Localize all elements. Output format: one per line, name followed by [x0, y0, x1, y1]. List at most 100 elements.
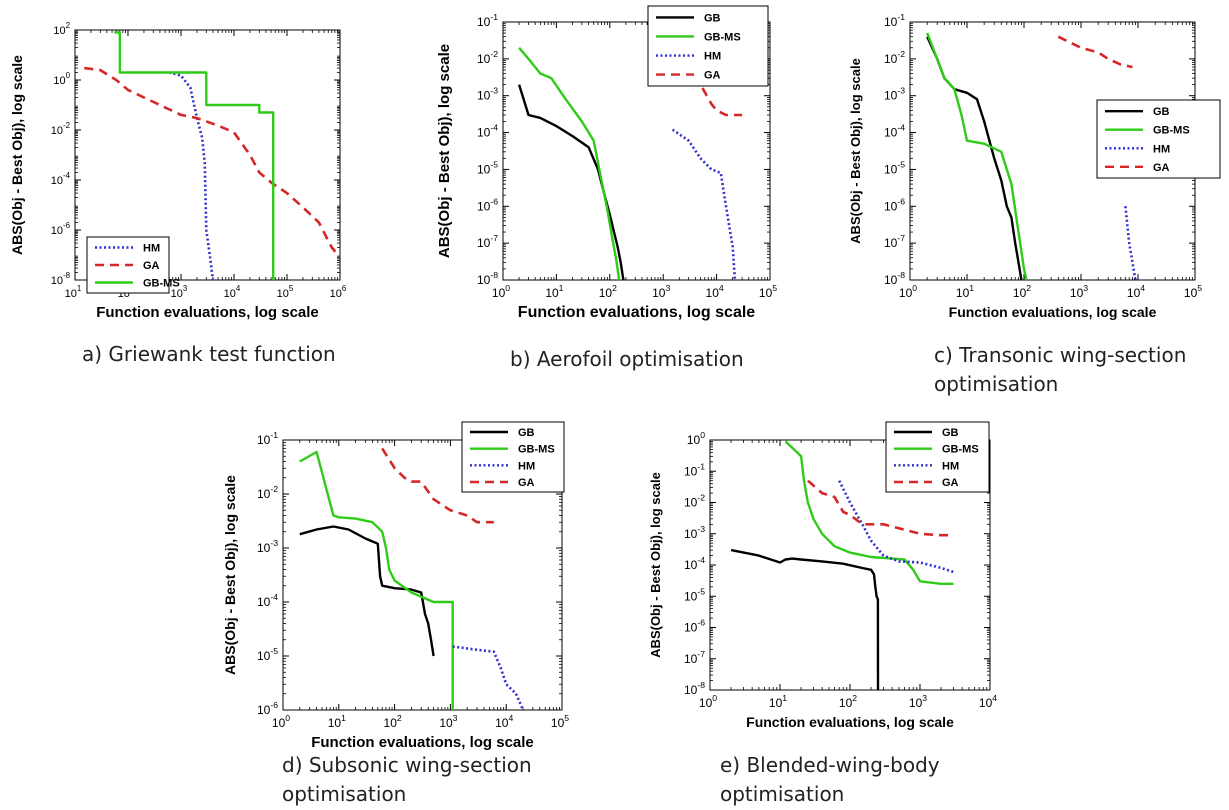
- panel-caption-line: a) Griewank test function: [82, 342, 336, 366]
- x-tick-label: 102: [599, 283, 617, 300]
- legend-label-gb-ms: GB-MS: [704, 31, 741, 43]
- series-line-hm: [671, 128, 737, 280]
- y-tick-exponent: -1: [897, 12, 905, 22]
- y-tick-label: 10-6: [684, 618, 705, 635]
- y-tick-base: 10: [477, 273, 491, 287]
- series-line-hm: [1124, 206, 1137, 280]
- y-tick-base: 10: [477, 126, 491, 140]
- legend-label-gb: GB: [518, 427, 535, 439]
- x-tick-label: 103: [909, 693, 927, 710]
- y-tick-exponent: -3: [697, 524, 705, 534]
- y-tick-label: 10-4: [884, 123, 905, 140]
- x-tick-label: 105: [1184, 283, 1202, 300]
- legend: GB GB-MS HM GA: [461, 421, 565, 493]
- y-tick-exponent: -7: [897, 233, 905, 243]
- y-tick-label: 100: [687, 430, 705, 447]
- x-tick-label: 101: [65, 284, 82, 300]
- legend: GB GB-MS HM GA: [1096, 99, 1221, 179]
- panel-caption: b) Aerofoil optimisation: [510, 345, 744, 374]
- y-tick-exponent: -6: [490, 196, 498, 206]
- y-tick-label: 10-3: [257, 538, 278, 555]
- y-tick-label: 10-6: [51, 221, 71, 237]
- y-tick-label: 10-7: [684, 649, 705, 666]
- legend-label-hm: HM: [942, 460, 959, 472]
- x-tick-label: 103: [652, 283, 670, 300]
- y-tick-label: 10-6: [477, 196, 498, 213]
- series-line-gb: [517, 84, 625, 280]
- y-tick-exponent: -2: [697, 493, 705, 503]
- series-line-hm: [452, 645, 525, 710]
- y-tick-base: 10: [477, 236, 491, 250]
- x-tick-label: 104: [224, 284, 241, 300]
- legend: GB GB-MS HM GA: [885, 421, 990, 493]
- y-tick-label: 10-2: [477, 49, 498, 66]
- legend-box: [461, 421, 565, 493]
- legend-label-hm: HM: [704, 51, 721, 63]
- x-tick-exponent: 4: [719, 283, 724, 293]
- y-tick-base: 10: [884, 273, 898, 287]
- y-tick-base: 10: [53, 75, 65, 87]
- legend-label-hm: HM: [518, 460, 535, 472]
- x-axis-label: Function evaluations, log scale: [949, 304, 1157, 320]
- y-tick-base: 10: [477, 162, 491, 176]
- x-axis-label: Function evaluations, log scale: [518, 304, 755, 321]
- y-tick-base: 10: [257, 541, 271, 555]
- legend-label-gb-ms: GB-MS: [143, 278, 180, 290]
- y-tick-exponent: -4: [897, 123, 905, 133]
- y-tick-label: 10-5: [884, 159, 905, 176]
- x-tick-exponent: 6: [342, 284, 347, 293]
- x-tick-exponent: 4: [992, 693, 997, 703]
- x-tick-label: 104: [495, 713, 513, 730]
- panel-caption: d) Subsonic wing-section optimisation: [282, 751, 532, 809]
- y-tick-exponent: -6: [63, 221, 71, 230]
- y-tick-label: 10-8: [477, 270, 498, 287]
- legend: HM GA GB-MS: [86, 236, 180, 294]
- y-tick-label: 10-5: [477, 159, 498, 176]
- y-tick-label: 100: [53, 71, 70, 87]
- series-line-ga: [84, 66, 340, 259]
- y-tick-label: 10-1: [257, 430, 278, 447]
- legend-label-hm: HM: [143, 243, 160, 255]
- y-tick-label: 10-1: [884, 12, 905, 29]
- y-tick-exponent: -1: [490, 12, 498, 22]
- y-tick-exponent: -3: [270, 538, 278, 548]
- panel-caption: c) Transonic wing-section optimisation: [934, 341, 1186, 399]
- series-line-ga: [1057, 35, 1133, 69]
- y-tick-exponent: -4: [63, 171, 71, 180]
- y-tick-exponent: -6: [897, 196, 905, 206]
- y-tick-base: 10: [257, 433, 271, 447]
- y-tick-label: 10-4: [51, 171, 71, 187]
- panel-caption: e) Blended-wing-body optimisation: [720, 751, 940, 809]
- y-tick-exponent: -8: [697, 680, 705, 690]
- y-tick-base: 10: [684, 589, 698, 603]
- x-tick-exponent: 1: [559, 283, 564, 293]
- series-line-ga: [807, 479, 954, 537]
- y-axis-label: ABS(Obj - Best Obj), log scale: [222, 475, 238, 675]
- x-tick-exponent: 2: [852, 693, 857, 703]
- y-tick-base: 10: [884, 89, 898, 103]
- x-tick-exponent: 2: [1026, 283, 1031, 293]
- y-tick-label: 10-8: [884, 270, 905, 287]
- y-tick-base: 10: [477, 52, 491, 66]
- x-tick-label: 105: [759, 283, 777, 300]
- y-tick-base: 10: [684, 621, 698, 635]
- x-tick-exponent: 3: [453, 713, 458, 723]
- y-tick-label: 10-1: [477, 12, 498, 29]
- y-tick-label: 10-8: [51, 271, 71, 287]
- legend-box: [885, 421, 990, 493]
- x-tick-label: 101: [545, 283, 563, 300]
- x-axis-label: Function evaluations, log scale: [311, 734, 534, 751]
- y-tick-base: 10: [684, 496, 698, 510]
- x-tick-label: 105: [551, 713, 569, 730]
- y-axis-label: ABS(Obj - Best Obj), log scale: [9, 55, 25, 255]
- x-tick-exponent: 0: [712, 693, 717, 703]
- y-tick-base: 10: [684, 683, 698, 697]
- y-tick-label: 10-4: [257, 592, 278, 609]
- y-tick-base: 10: [477, 89, 491, 103]
- x-tick-exponent: 1: [782, 693, 787, 703]
- y-tick-base: 10: [257, 703, 271, 717]
- y-tick-exponent: -5: [490, 159, 498, 169]
- x-tick-exponent: 3: [922, 693, 927, 703]
- legend-label-ga: GA: [942, 477, 959, 489]
